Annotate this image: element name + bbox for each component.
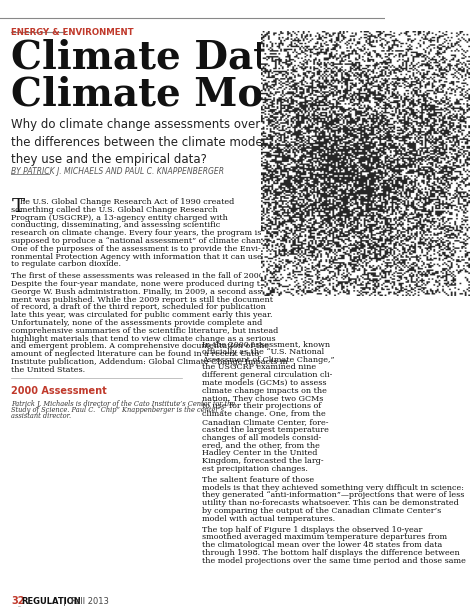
Text: different general circulation cli-: different general circulation cli- (201, 371, 332, 379)
Text: the USGCRP examined nine: the USGCRP examined nine (201, 363, 316, 371)
Text: something called the U.S. Global Change Research: something called the U.S. Global Change … (11, 206, 218, 214)
Text: to use for their projections of: to use for their projections of (201, 402, 321, 410)
Text: research on climate change. Every four years, the program is: research on climate change. Every four y… (11, 229, 262, 237)
Text: of record, a draft of the third report, scheduled for publication: of record, a draft of the third report, … (11, 303, 266, 311)
Text: they generated “anti-information”—projections that were of less: they generated “anti-information”—projec… (201, 492, 464, 500)
Text: to regulate carbon dioxide.: to regulate carbon dioxide. (11, 261, 121, 269)
Text: model with actual temperatures.: model with actual temperatures. (201, 515, 335, 523)
Text: |  Fall 2013: | Fall 2013 (64, 597, 109, 606)
Text: ENERGY & ENVIRONMENT: ENERGY & ENVIRONMENT (11, 28, 134, 37)
Text: One of the purposes of the assessment is to provide the Envi-: One of the purposes of the assessment is… (11, 245, 261, 253)
Text: ronmental Protection Agency with information that it can use: ronmental Protection Agency with informa… (11, 253, 262, 261)
Text: T: T (11, 198, 25, 216)
Text: In the 2000 assessment, known: In the 2000 assessment, known (201, 340, 330, 348)
Text: Climate Data vs.: Climate Data vs. (11, 38, 368, 76)
Text: models is that they achieved something very difficult in science:: models is that they achieved something v… (201, 484, 464, 492)
Text: Hadley Center in the United: Hadley Center in the United (201, 449, 317, 457)
Text: Kingdom, forecasted the larg-: Kingdom, forecasted the larg- (201, 457, 323, 465)
Text: Institute publication, Addendum: Global Climate Change Impacts in: Institute publication, Addendum: Global … (11, 358, 288, 366)
Text: The first of these assessments was released in the fall of 2000.: The first of these assessments was relea… (11, 272, 267, 280)
Text: Program (USGCRP), a 13-agency entity charged with: Program (USGCRP), a 13-agency entity cha… (11, 214, 228, 222)
Text: the United States.: the United States. (11, 366, 85, 374)
Text: comprehensive summaries of the scientific literature, but instead: comprehensive summaries of the scientifi… (11, 326, 279, 334)
Text: amount of neglected literature can be found in a recent Cato: amount of neglected literature can be fo… (11, 350, 259, 358)
Text: conducting, disseminating, and assessing scientific: conducting, disseminating, and assessing… (11, 221, 220, 229)
Text: BY PATRICK J. MICHAELS AND PAUL C. KNAPPENBERGER: BY PATRICK J. MICHAELS AND PAUL C. KNAPP… (11, 167, 224, 176)
Text: climate change impacts on the: climate change impacts on the (201, 387, 327, 395)
Text: 2000 Assessment: 2000 Assessment (11, 386, 107, 395)
Text: highlight materials that tend to view climate change as a serious: highlight materials that tend to view cl… (11, 334, 276, 342)
Text: Climate Models: Climate Models (11, 75, 353, 113)
Text: and emergent problem. A comprehensive documentation of the: and emergent problem. A comprehensive do… (11, 342, 269, 351)
Text: by comparing the output of the Canadian Climate Center’s: by comparing the output of the Canadian … (201, 507, 441, 515)
Text: REGULATION: REGULATION (21, 597, 81, 606)
Text: Why do climate change assessments overlook
the differences between the climate m: Why do climate change assessments overlo… (11, 118, 285, 166)
Text: late this year, was circulated for public comment early this year.: late this year, was circulated for publi… (11, 311, 273, 319)
Text: est precipitation changes.: est precipitation changes. (201, 465, 308, 473)
Text: Patrick J. Michaels is director of the Cato Institute’s Center for the: Patrick J. Michaels is director of the C… (11, 400, 236, 408)
Text: through 1998. The bottom half displays the difference between: through 1998. The bottom half displays t… (201, 549, 459, 557)
Text: smoothed averaged maximum temperature departures from: smoothed averaged maximum temperature de… (201, 533, 447, 541)
Text: the model projections over the same time period and those same: the model projections over the same time… (201, 557, 465, 565)
Text: Assessment of Climate Change,”: Assessment of Climate Change,” (201, 355, 334, 363)
Text: casted the largest temperature: casted the largest temperature (201, 426, 328, 434)
Text: mate models (GCMs) to assess: mate models (GCMs) to assess (201, 379, 326, 387)
Text: Study of Science. Paul C. “Chip” Knappenberger is the center’s: Study of Science. Paul C. “Chip” Knappen… (11, 405, 224, 413)
Text: nation. They chose two GCMs: nation. They chose two GCMs (201, 395, 323, 403)
Text: ered, and the other, from the: ered, and the other, from the (201, 442, 319, 450)
Text: supposed to produce a “national assessment” of climate change.: supposed to produce a “national assessme… (11, 237, 274, 245)
Text: he U.S. Global Change Research Act of 1990 created: he U.S. Global Change Research Act of 19… (20, 198, 235, 206)
Text: the climatological mean over the lower 48 states from data: the climatological mean over the lower 4… (201, 541, 442, 549)
Text: officially as the “U.S. National: officially as the “U.S. National (201, 348, 324, 356)
Text: 32: 32 (11, 596, 25, 606)
Text: The salient feature of those: The salient feature of those (201, 476, 314, 484)
Text: The top half of Figure 1 displays the observed 10-year: The top half of Figure 1 displays the ob… (201, 525, 422, 533)
Text: George W. Bush administration. Finally, in 2009, a second assess-: George W. Bush administration. Finally, … (11, 288, 278, 296)
Text: Canadian Climate Center, fore-: Canadian Climate Center, fore- (201, 418, 328, 426)
Text: ment was published. While the 2009 report is still the document: ment was published. While the 2009 repor… (11, 296, 273, 304)
Text: utility than no-forecasts whatsoever. This can be demonstrated: utility than no-forecasts whatsoever. Th… (201, 499, 458, 507)
Text: assistant director.: assistant director. (11, 411, 72, 419)
Text: changes of all models consid-: changes of all models consid- (201, 434, 321, 442)
Text: climate change. One, from the: climate change. One, from the (201, 410, 325, 418)
Text: Despite the four-year mandate, none were produced during the: Despite the four-year mandate, none were… (11, 280, 270, 288)
Text: Unfortunately, none of the assessments provide complete and: Unfortunately, none of the assessments p… (11, 319, 263, 327)
